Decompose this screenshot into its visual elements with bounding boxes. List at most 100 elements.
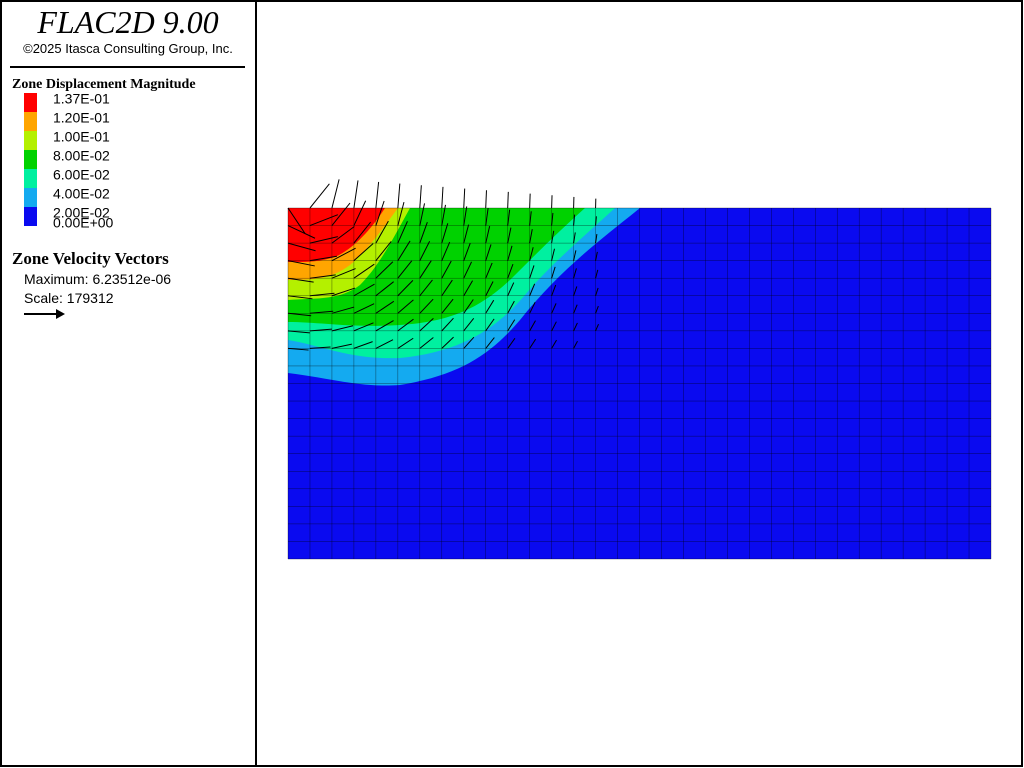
vector <box>375 220 389 244</box>
vector <box>485 226 491 244</box>
vector <box>419 337 434 349</box>
vector <box>287 225 316 239</box>
vector <box>287 277 314 283</box>
velocity-vectors <box>287 179 599 351</box>
vector <box>309 255 337 262</box>
legend-label: 0.00E+00 <box>53 215 114 231</box>
vector <box>331 268 356 279</box>
contour <box>288 208 385 263</box>
vector <box>507 209 511 226</box>
vector <box>287 312 312 317</box>
vector <box>529 283 536 296</box>
vector <box>441 279 453 297</box>
vector <box>573 304 578 314</box>
vector <box>573 232 576 244</box>
vector <box>529 211 532 226</box>
vector <box>441 241 451 261</box>
vector <box>375 281 394 297</box>
vectors-title: Zone Velocity Vectors <box>12 249 169 268</box>
legend-label: 1.00E-01 <box>53 129 110 145</box>
vector <box>529 229 533 244</box>
vector <box>287 330 310 334</box>
vector <box>309 183 330 209</box>
vector <box>375 320 394 332</box>
vector <box>331 287 356 297</box>
vector <box>309 310 334 314</box>
vector <box>595 323 599 332</box>
vector <box>397 240 411 261</box>
vector <box>375 261 394 279</box>
vector <box>463 224 470 244</box>
vectors-scale: Scale: 179312 <box>24 290 114 306</box>
vector <box>353 221 371 244</box>
vector <box>507 337 516 349</box>
legend-label: 4.00E-02 <box>53 186 110 202</box>
legend-swatch <box>24 131 37 150</box>
vector <box>353 303 375 314</box>
vector <box>573 268 577 279</box>
vector <box>551 284 557 296</box>
vector <box>441 336 454 349</box>
vector <box>507 263 514 279</box>
legend-label: 8.00E-02 <box>53 148 110 164</box>
app-title: FLAC2D 9.00 <box>36 4 218 40</box>
vector <box>551 212 554 226</box>
vector <box>507 282 515 296</box>
vector <box>287 242 316 252</box>
vector <box>595 269 599 279</box>
vector <box>529 265 535 279</box>
legend-label: 1.20E-01 <box>53 110 110 126</box>
legend-label: 6.00E-02 <box>53 167 110 183</box>
vector <box>419 203 426 226</box>
vector <box>397 318 414 332</box>
legend-swatch <box>24 188 37 207</box>
vector <box>485 299 495 314</box>
vector <box>529 193 531 209</box>
vector <box>309 328 332 332</box>
vector <box>595 287 599 296</box>
vector <box>419 241 431 261</box>
vector <box>353 341 373 349</box>
vector <box>441 204 446 226</box>
vector <box>375 181 380 209</box>
vector <box>331 247 356 262</box>
vector <box>573 286 578 296</box>
legend-swatch <box>24 169 37 188</box>
vector <box>397 337 414 349</box>
vector <box>397 280 414 297</box>
vector <box>463 318 475 332</box>
vector <box>463 280 474 297</box>
vector <box>331 306 355 314</box>
legend-swatch <box>24 112 37 131</box>
vector <box>573 214 576 226</box>
vector <box>331 202 351 226</box>
vector <box>595 251 598 261</box>
vector <box>375 241 392 261</box>
vector <box>331 343 352 349</box>
vector <box>353 283 375 297</box>
vector <box>463 242 471 261</box>
legend-title: Zone Displacement Magnitude <box>12 77 196 92</box>
vector <box>485 190 487 209</box>
vector <box>309 274 336 279</box>
vector <box>441 298 454 314</box>
vector <box>419 260 432 279</box>
vector <box>375 300 395 314</box>
vector <box>529 338 537 349</box>
model <box>287 179 992 560</box>
legend-label: 2.00E-02 <box>53 205 110 221</box>
vector <box>573 250 577 261</box>
vector <box>353 322 374 332</box>
vector <box>573 322 578 332</box>
vector <box>331 226 355 244</box>
vector <box>507 191 509 209</box>
vector <box>529 247 534 261</box>
vector <box>397 221 408 244</box>
vector <box>419 279 433 297</box>
vector <box>485 244 492 261</box>
vector <box>595 216 597 226</box>
vector <box>551 339 557 349</box>
vector <box>309 214 339 227</box>
vector <box>529 301 536 314</box>
